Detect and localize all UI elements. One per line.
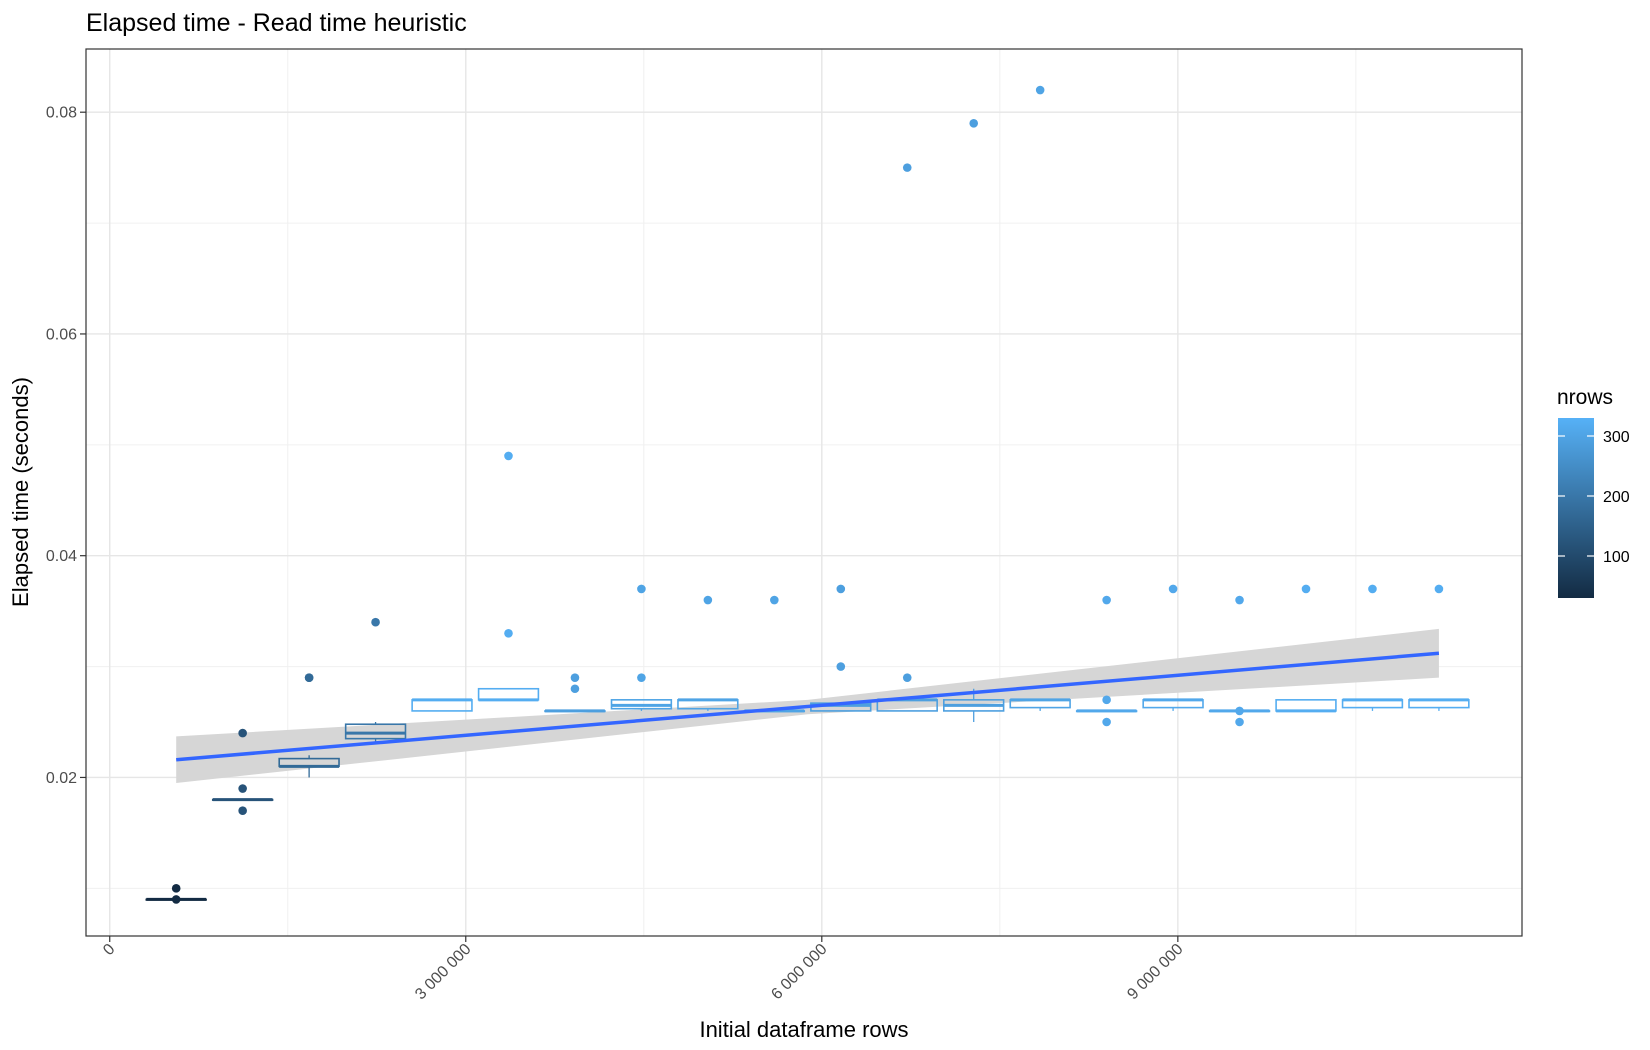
outlier-point	[1102, 717, 1111, 727]
legend-tick-label: 200	[1603, 489, 1630, 506]
outlier-point	[1235, 717, 1244, 727]
outlier-point	[836, 584, 846, 594]
boxplot	[411, 698, 473, 712]
boxplot	[344, 722, 407, 745]
legend-tick-label: 100	[1603, 549, 1630, 566]
outlier-point	[1102, 595, 1111, 605]
outlier-point	[238, 784, 247, 793]
y-tick-label: 0.04	[46, 548, 77, 565]
boxplot	[1341, 698, 1404, 711]
x-tick-label: 6 000 000	[768, 941, 830, 1003]
chart-title: Elapsed time - Read time heuristic	[86, 9, 467, 37]
plot-border	[85, 48, 1523, 937]
outlier-point	[1102, 695, 1111, 705]
outlier-point	[504, 451, 513, 461]
outlier-point	[304, 673, 314, 682]
plot-panel	[86, 49, 1522, 936]
outlier-point	[703, 595, 713, 605]
outlier-point	[637, 584, 646, 594]
box-body	[344, 723, 407, 740]
x-axis-title: Initial dataframe rows	[699, 1017, 908, 1042]
outlier-point	[1168, 584, 1178, 594]
x-tick-label: 9 000 000	[1124, 941, 1186, 1003]
x-tick-label: 3 000 000	[412, 941, 474, 1003]
outlier-point	[171, 895, 181, 904]
grid	[86, 49, 1522, 936]
boxplot	[1275, 699, 1337, 713]
boxplot	[1142, 698, 1204, 711]
boxplot	[943, 688, 1005, 723]
outlier-point	[969, 118, 979, 128]
y-axis: 0.02 0.04 0.06 0.08	[46, 105, 86, 787]
boxplot	[1408, 698, 1470, 711]
boxplot	[610, 699, 673, 711]
trend-line	[176, 651, 1440, 762]
box-body	[477, 687, 540, 701]
y-tick-label: 0.08	[46, 105, 77, 122]
outlier-point	[171, 884, 181, 893]
outlier-point	[1301, 584, 1311, 594]
legend-title: nrows	[1557, 386, 1613, 409]
outlier-point	[1434, 584, 1444, 594]
outlier-point	[570, 684, 580, 694]
outlier-point	[1035, 85, 1045, 95]
outlier-point	[1235, 595, 1244, 605]
outliers	[171, 85, 1444, 904]
boxplot	[1075, 709, 1138, 713]
boxplot	[544, 709, 606, 713]
outlier-point	[371, 617, 380, 627]
outlier-point	[902, 673, 912, 682]
outlier-point	[902, 163, 912, 172]
outlier-point	[1368, 584, 1377, 594]
boxplot	[1009, 698, 1071, 711]
boxplot	[278, 755, 340, 778]
outlier-point	[238, 728, 247, 738]
legend-tick-label: 300	[1603, 429, 1630, 446]
y-tick-label: 0.06	[46, 326, 77, 343]
trend-layer	[176, 651, 1440, 762]
x-axis: 0 3 000 000 6 000 000 9 000 000	[100, 936, 1187, 1003]
x-tick-label: 0	[100, 941, 118, 959]
legend: nrows 100 200 300	[1557, 386, 1630, 598]
legend-colorbar	[1558, 418, 1594, 598]
y-tick-label: 0.02	[46, 770, 77, 787]
legend-ticks: 100 200 300	[1558, 429, 1630, 566]
box-body	[1275, 699, 1337, 712]
outlier-point	[1235, 706, 1244, 716]
outlier-point	[570, 673, 580, 682]
boxplot	[477, 687, 540, 702]
outlier-point	[770, 595, 779, 605]
boxplot	[677, 698, 739, 711]
outlier-point	[637, 673, 646, 682]
outlier-point	[836, 662, 846, 671]
box-body	[411, 699, 473, 712]
outlier-point	[238, 806, 247, 816]
boxplot	[211, 798, 274, 802]
outlier-point	[504, 629, 513, 638]
y-axis-title: Elapsed time (seconds)	[8, 377, 33, 607]
